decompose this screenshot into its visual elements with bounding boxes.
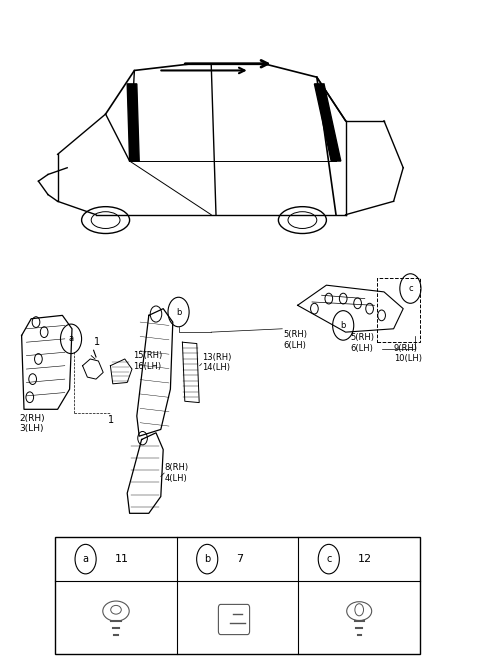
Polygon shape bbox=[314, 84, 341, 161]
Bar bbox=[55, 537, 420, 654]
Text: 15(RH)
16(LH): 15(RH) 16(LH) bbox=[133, 352, 163, 370]
Text: a: a bbox=[83, 554, 89, 564]
Text: 9(RH)
10(LH): 9(RH) 10(LH) bbox=[394, 344, 421, 363]
Text: c: c bbox=[326, 554, 332, 564]
Text: 2(RH)
3(LH): 2(RH) 3(LH) bbox=[19, 414, 45, 433]
Text: b: b bbox=[340, 321, 346, 330]
Text: 5(RH)
6(LH): 5(RH) 6(LH) bbox=[283, 330, 307, 350]
Text: 1: 1 bbox=[94, 338, 100, 347]
Text: 11: 11 bbox=[114, 554, 129, 564]
Text: b: b bbox=[204, 554, 210, 564]
Text: b: b bbox=[176, 307, 181, 317]
Text: 12: 12 bbox=[358, 554, 372, 564]
Text: 1: 1 bbox=[108, 415, 114, 425]
Text: 7: 7 bbox=[236, 554, 243, 564]
Text: 8(RH)
4(LH): 8(RH) 4(LH) bbox=[165, 464, 189, 482]
Text: a: a bbox=[69, 334, 73, 344]
Text: c: c bbox=[408, 284, 413, 293]
Text: 13(RH)
14(LH): 13(RH) 14(LH) bbox=[202, 353, 231, 372]
Text: 5(RH)
6(LH): 5(RH) 6(LH) bbox=[350, 333, 374, 353]
Polygon shape bbox=[127, 84, 139, 161]
